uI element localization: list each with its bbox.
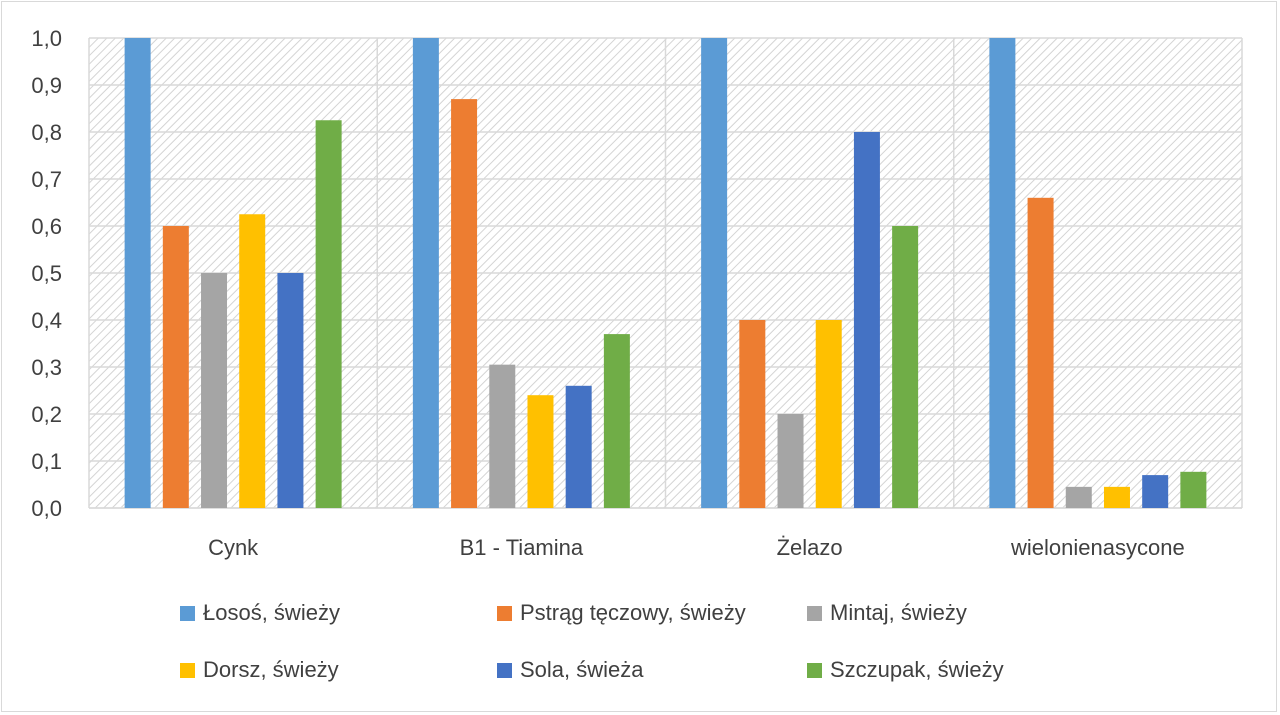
bar (989, 38, 1016, 508)
bars (124, 38, 1207, 509)
bar (1065, 486, 1092, 508)
bar (489, 364, 516, 508)
y-tick-label: 0,5 (31, 261, 62, 286)
bar (1103, 486, 1130, 508)
y-tick-label: 1,0 (31, 26, 62, 51)
bar (815, 320, 842, 508)
bar (603, 334, 630, 508)
y-tick-label: 0,1 (31, 449, 62, 474)
bar (201, 273, 228, 508)
bar (315, 120, 342, 508)
y-tick-label: 0,2 (31, 402, 62, 427)
y-tick-label: 0,4 (31, 308, 62, 333)
bar (239, 214, 266, 508)
x-axis-categories: Cynk B1 - Tiamina Żelazo wielonienasycone (208, 535, 1185, 560)
bar (739, 320, 766, 508)
bar (853, 132, 880, 508)
y-axis-ticks: 0,0 0,1 0,2 0,3 0,4 0,5 0,6 0,7 0,8 0,9 1,0 (31, 26, 62, 521)
bar (892, 226, 919, 508)
bar (1142, 475, 1169, 508)
y-tick-label: 0,6 (31, 214, 62, 239)
bar (565, 385, 592, 508)
bar (162, 226, 189, 508)
y-tick-label: 0,3 (31, 355, 62, 380)
bar (1027, 197, 1054, 509)
bar (412, 38, 439, 508)
x-category-label: Cynk (208, 535, 259, 560)
y-tick-label: 0,0 (31, 496, 62, 521)
bar (124, 38, 151, 508)
bar (451, 99, 478, 508)
y-tick-label: 0,9 (31, 73, 62, 98)
bar (527, 395, 554, 508)
x-category-label: wielonienasycone (1010, 535, 1185, 560)
bar (777, 414, 804, 508)
x-category-label: B1 - Tiamina (460, 535, 584, 560)
y-tick-label: 0,7 (31, 167, 62, 192)
bar (277, 273, 304, 508)
y-tick-label: 0,8 (31, 120, 62, 145)
bar (701, 38, 728, 508)
bar (1180, 471, 1207, 508)
x-category-label: Żelazo (777, 535, 843, 560)
